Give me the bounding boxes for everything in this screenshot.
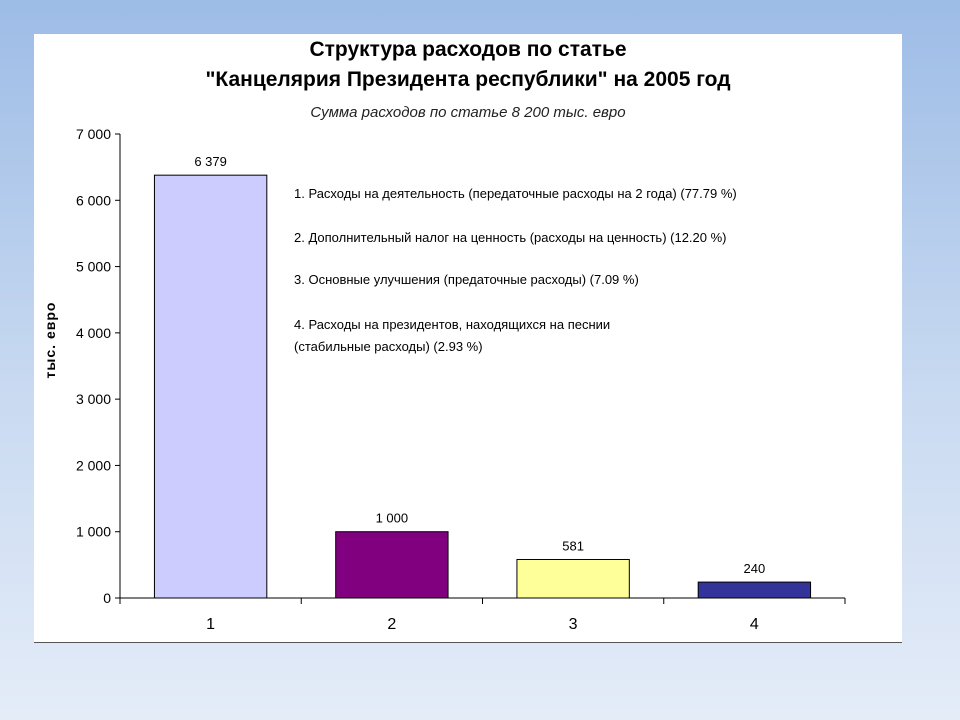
x-tick-label: 4	[750, 616, 759, 633]
chart-title-line2: "Канцелярия Президента республики" на 20…	[205, 68, 731, 91]
x-tick-label: 2	[387, 616, 396, 633]
bar-chart: 0 1 000 2 000 3 000 4 000 5 000 6 000 7 000 6 37…	[76, 126, 846, 633]
chart-subtitle: Сумма расходов по статье 8 200 тыс. евро	[310, 104, 626, 121]
data-label-1: 6 379	[194, 154, 227, 169]
bar-1	[153, 174, 268, 599]
y-tick-label: 1 000	[76, 524, 111, 540]
legend-note-1: 1. Расходы на деятельность (передаточные…	[294, 186, 737, 201]
x-tick-label: 1	[206, 616, 215, 633]
bar-3	[516, 558, 630, 599]
data-label-3: 581	[562, 538, 584, 553]
y-tick-label: 2 000	[76, 457, 111, 473]
legend-note-4a: 4. Расходы на президентов, находящихся н…	[294, 317, 611, 332]
legend-note-3: 3. Основные улучшения (предаточные расхо…	[294, 272, 639, 287]
data-label-4: 240	[744, 561, 766, 576]
y-tick-label: 7 000	[76, 126, 111, 142]
chart-panel: Структура расходов по статье "Канцелярия…	[34, 34, 902, 643]
legend-note-4b: (стабильные расходы) (2.93 %)	[294, 339, 483, 354]
y-tick-label: 3 000	[76, 391, 111, 407]
y-tick-label: 6 000	[76, 192, 111, 208]
data-label-2: 1 000	[376, 511, 409, 526]
y-tick-label: 4 000	[76, 325, 111, 341]
legend-note-2: 2. Дополнительный налог на ценность (рас…	[294, 230, 727, 245]
chart-title-line1: Структура расходов по статье	[309, 38, 627, 61]
bar-4	[697, 581, 812, 599]
x-tick-label: 3	[569, 616, 578, 633]
y-tick-label: 0	[103, 590, 111, 606]
bar-2	[335, 531, 449, 599]
y-tick-label: 5 000	[76, 259, 111, 275]
